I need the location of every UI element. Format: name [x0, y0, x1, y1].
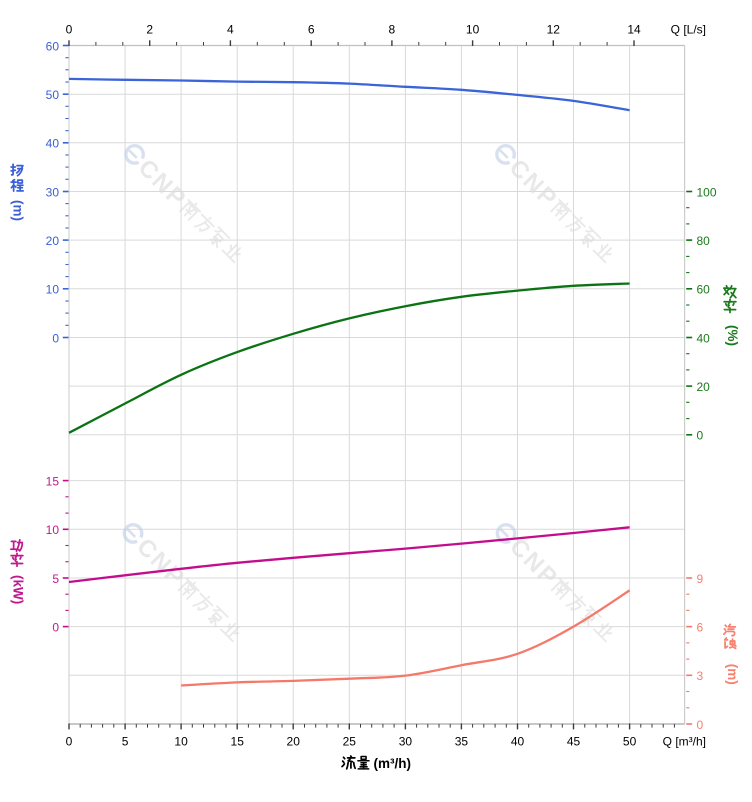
svg-text:50: 50 [46, 88, 60, 102]
svg-text:(kW): (kW) [10, 575, 25, 604]
svg-text:8: 8 [389, 23, 396, 37]
svg-text:9: 9 [697, 572, 704, 586]
svg-text:50: 50 [623, 735, 637, 749]
svg-text:10: 10 [46, 523, 60, 537]
svg-text:4: 4 [227, 23, 234, 37]
svg-text:6: 6 [697, 620, 704, 634]
svg-text:Q [m³/h]: Q [m³/h] [663, 735, 706, 749]
svg-text:30: 30 [46, 185, 60, 199]
svg-text:0: 0 [66, 23, 73, 37]
svg-text:5: 5 [122, 735, 129, 749]
svg-text:0: 0 [52, 331, 59, 345]
svg-text:20: 20 [46, 234, 60, 248]
svg-text:6: 6 [308, 23, 315, 37]
svg-text:35: 35 [455, 735, 469, 749]
svg-text:80: 80 [697, 234, 711, 248]
svg-text:0: 0 [697, 429, 704, 443]
svg-text:40: 40 [46, 137, 60, 151]
svg-text:12: 12 [547, 23, 561, 37]
svg-text:(%): (%) [725, 325, 740, 346]
svg-text:45: 45 [567, 735, 581, 749]
svg-text:60: 60 [697, 283, 711, 297]
svg-text:15: 15 [231, 735, 245, 749]
svg-text:100: 100 [697, 185, 717, 199]
svg-text:(m): (m) [725, 664, 740, 685]
svg-text:60: 60 [46, 39, 60, 53]
svg-text:15: 15 [46, 474, 60, 488]
svg-text:14: 14 [627, 23, 641, 37]
svg-text:0: 0 [52, 620, 59, 634]
svg-text:25: 25 [343, 735, 357, 749]
svg-text:Q [L/s]: Q [L/s] [671, 23, 706, 37]
svg-text:0: 0 [697, 718, 704, 732]
svg-text:20: 20 [697, 380, 711, 394]
svg-text:3: 3 [697, 669, 704, 683]
svg-text:2: 2 [146, 23, 153, 37]
svg-text:(m³/h): (m³/h) [374, 756, 412, 771]
svg-text:40: 40 [511, 735, 525, 749]
svg-text:30: 30 [399, 735, 413, 749]
svg-text:10: 10 [174, 735, 188, 749]
svg-text:(m): (m) [10, 200, 25, 221]
svg-text:10: 10 [466, 23, 480, 37]
svg-text:20: 20 [287, 735, 301, 749]
svg-text:5: 5 [52, 572, 59, 586]
svg-text:10: 10 [46, 283, 60, 297]
svg-text:40: 40 [697, 331, 711, 345]
svg-text:0: 0 [66, 735, 73, 749]
